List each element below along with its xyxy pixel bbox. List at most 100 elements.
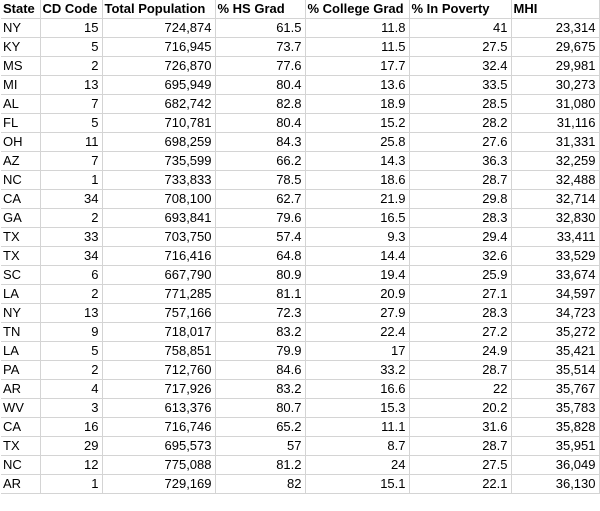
cell-college-grad[interactable]: 19.4	[305, 265, 410, 286]
cell-cd-code[interactable]: 5	[40, 113, 103, 134]
cell-total-population[interactable]: 717,926	[102, 379, 216, 400]
cell-mhi[interactable]: 31,331	[511, 132, 600, 153]
cell-in-poverty[interactable]: 20.2	[409, 398, 512, 419]
cell-mhi[interactable]: 35,828	[511, 417, 600, 438]
cell-cd-code[interactable]: 2	[40, 284, 103, 305]
header-in-poverty[interactable]: % In Poverty	[409, 0, 512, 20]
cell-hs-grad[interactable]: 81.1	[215, 284, 306, 305]
cell-total-population[interactable]: 729,169	[102, 474, 216, 495]
cell-cd-code[interactable]: 12	[40, 455, 103, 476]
cell-hs-grad[interactable]: 62.7	[215, 189, 306, 210]
cell-state[interactable]: KY	[1, 37, 41, 58]
header-state[interactable]: State	[1, 0, 41, 20]
cell-cd-code[interactable]: 2	[40, 208, 103, 229]
cell-hs-grad[interactable]: 57	[215, 436, 306, 457]
cell-hs-grad[interactable]: 80.4	[215, 113, 306, 134]
cell-college-grad[interactable]: 16.6	[305, 379, 410, 400]
cell-mhi[interactable]: 33,411	[511, 227, 600, 248]
cell-total-population[interactable]: 613,376	[102, 398, 216, 419]
cell-in-poverty[interactable]: 22	[409, 379, 512, 400]
cell-cd-code[interactable]: 2	[40, 56, 103, 77]
cell-mhi[interactable]: 36,130	[511, 474, 600, 495]
cell-college-grad[interactable]: 18.9	[305, 94, 410, 115]
cell-mhi[interactable]: 32,714	[511, 189, 600, 210]
cell-college-grad[interactable]: 15.2	[305, 113, 410, 134]
header-mhi[interactable]: MHI	[511, 0, 600, 20]
cell-total-population[interactable]: 775,088	[102, 455, 216, 476]
cell-state[interactable]: GA	[1, 208, 41, 229]
cell-in-poverty[interactable]: 28.3	[409, 208, 512, 229]
cell-in-poverty[interactable]: 28.5	[409, 94, 512, 115]
header-college-grad[interactable]: % College Grad	[305, 0, 410, 20]
cell-state[interactable]: TX	[1, 227, 41, 248]
cell-hs-grad[interactable]: 82	[215, 474, 306, 495]
cell-cd-code[interactable]: 1	[40, 474, 103, 495]
cell-in-poverty[interactable]: 28.3	[409, 303, 512, 324]
cell-cd-code[interactable]: 11	[40, 132, 103, 153]
cell-college-grad[interactable]: 15.1	[305, 474, 410, 495]
cell-mhi[interactable]: 32,488	[511, 170, 600, 191]
cell-state[interactable]: AR	[1, 379, 41, 400]
cell-total-population[interactable]: 735,599	[102, 151, 216, 172]
cell-college-grad[interactable]: 21.9	[305, 189, 410, 210]
cell-total-population[interactable]: 667,790	[102, 265, 216, 286]
cell-mhi[interactable]: 35,514	[511, 360, 600, 381]
cell-hs-grad[interactable]: 79.6	[215, 208, 306, 229]
cell-in-poverty[interactable]: 32.6	[409, 246, 512, 267]
cell-mhi[interactable]: 33,529	[511, 246, 600, 267]
cell-in-poverty[interactable]: 27.5	[409, 455, 512, 476]
cell-college-grad[interactable]: 14.4	[305, 246, 410, 267]
cell-cd-code[interactable]: 4	[40, 379, 103, 400]
cell-mhi[interactable]: 29,981	[511, 56, 600, 77]
cell-hs-grad[interactable]: 72.3	[215, 303, 306, 324]
cell-in-poverty[interactable]: 31.6	[409, 417, 512, 438]
cell-college-grad[interactable]: 8.7	[305, 436, 410, 457]
cell-hs-grad[interactable]: 80.4	[215, 75, 306, 96]
cell-in-poverty[interactable]: 41	[409, 18, 512, 39]
cell-college-grad[interactable]: 25.8	[305, 132, 410, 153]
cell-college-grad[interactable]: 16.5	[305, 208, 410, 229]
cell-total-population[interactable]: 733,833	[102, 170, 216, 191]
cell-college-grad[interactable]: 9.3	[305, 227, 410, 248]
cell-total-population[interactable]: 712,760	[102, 360, 216, 381]
cell-state[interactable]: MI	[1, 75, 41, 96]
cell-total-population[interactable]: 718,017	[102, 322, 216, 343]
cell-college-grad[interactable]: 11.1	[305, 417, 410, 438]
cell-mhi[interactable]: 34,723	[511, 303, 600, 324]
cell-in-poverty[interactable]: 27.5	[409, 37, 512, 58]
cell-mhi[interactable]: 35,951	[511, 436, 600, 457]
cell-in-poverty[interactable]: 27.2	[409, 322, 512, 343]
cell-hs-grad[interactable]: 81.2	[215, 455, 306, 476]
cell-in-poverty[interactable]: 36.3	[409, 151, 512, 172]
cell-college-grad[interactable]: 18.6	[305, 170, 410, 191]
cell-total-population[interactable]: 682,742	[102, 94, 216, 115]
cell-state[interactable]: CA	[1, 417, 41, 438]
cell-state[interactable]: AR	[1, 474, 41, 495]
cell-mhi[interactable]: 30,273	[511, 75, 600, 96]
header-cd-code[interactable]: CD Code	[40, 0, 103, 20]
cell-state[interactable]: SC	[1, 265, 41, 286]
cell-cd-code[interactable]: 7	[40, 151, 103, 172]
cell-hs-grad[interactable]: 80.7	[215, 398, 306, 419]
cell-total-population[interactable]: 716,416	[102, 246, 216, 267]
cell-college-grad[interactable]: 11.5	[305, 37, 410, 58]
cell-hs-grad[interactable]: 57.4	[215, 227, 306, 248]
header-hs-grad[interactable]: % HS Grad	[215, 0, 306, 20]
cell-college-grad[interactable]: 17.7	[305, 56, 410, 77]
cell-hs-grad[interactable]: 79.9	[215, 341, 306, 362]
cell-mhi[interactable]: 32,259	[511, 151, 600, 172]
cell-state[interactable]: LA	[1, 341, 41, 362]
cell-hs-grad[interactable]: 83.2	[215, 379, 306, 400]
cell-mhi[interactable]: 31,080	[511, 94, 600, 115]
cell-cd-code[interactable]: 33	[40, 227, 103, 248]
cell-mhi[interactable]: 29,675	[511, 37, 600, 58]
cell-in-poverty[interactable]: 25.9	[409, 265, 512, 286]
cell-mhi[interactable]: 35,783	[511, 398, 600, 419]
cell-cd-code[interactable]: 6	[40, 265, 103, 286]
cell-in-poverty[interactable]: 28.7	[409, 436, 512, 457]
cell-hs-grad[interactable]: 64.8	[215, 246, 306, 267]
cell-total-population[interactable]: 698,259	[102, 132, 216, 153]
cell-college-grad[interactable]: 17	[305, 341, 410, 362]
cell-hs-grad[interactable]: 84.3	[215, 132, 306, 153]
cell-cd-code[interactable]: 15	[40, 18, 103, 39]
